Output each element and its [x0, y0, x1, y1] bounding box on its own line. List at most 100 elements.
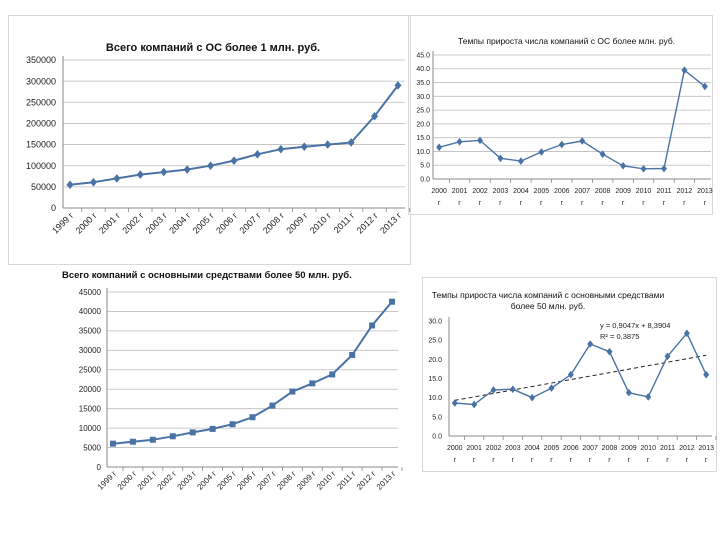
- data-point: [189, 429, 196, 436]
- chart-growth-rate-over-1m: Темпы прироста числа компаний с ОС более…: [408, 15, 713, 215]
- data-point: [640, 165, 647, 173]
- x-tick-label-suffix: г: [647, 457, 650, 464]
- y-tick-label: 0: [97, 463, 102, 472]
- x-tick-label-suffix: г: [520, 200, 523, 207]
- data-point: [606, 347, 613, 356]
- x-tick-label-year: 2009: [615, 188, 631, 195]
- data-point: [456, 138, 463, 146]
- y-tick-label: 40000: [79, 307, 102, 316]
- x-tick-label-suffix: г: [608, 457, 611, 464]
- series-line: [438, 69, 706, 170]
- x-tick-label: 2003 г: [144, 210, 170, 236]
- data-point: [701, 82, 708, 91]
- x-tick-label-year: 2002: [486, 445, 502, 452]
- trendline-equation: y = 0,9047x + 8,3904: [600, 321, 670, 330]
- y-tick-label: 200000: [26, 119, 56, 129]
- y-tick-label: 30.0: [416, 94, 430, 101]
- x-tick-label-suffix: г: [622, 200, 625, 207]
- y-tick-label: 25.0: [428, 338, 442, 345]
- x-tick-label-year: 2006: [554, 188, 570, 195]
- data-point: [309, 380, 316, 387]
- x-tick-label: 2004 г: [167, 210, 193, 236]
- x-tick-label-suffix: г: [642, 200, 645, 207]
- x-tick-label: 2000 г: [116, 469, 139, 492]
- x-tick-label-suffix: г: [686, 457, 689, 464]
- x-tick-label: 2009 г: [295, 469, 318, 492]
- x-tick-label: 2007 г: [238, 210, 264, 236]
- data-point: [324, 140, 332, 149]
- data-point: [599, 150, 606, 158]
- x-tick-label-suffix: г: [458, 200, 461, 207]
- x-tick-label: 2013 г: [378, 210, 404, 236]
- x-tick-label-suffix: г: [589, 457, 592, 464]
- data-point: [389, 298, 396, 305]
- data-point: [497, 154, 504, 163]
- x-tick-label-year: 2001: [466, 445, 482, 452]
- chart-frame: [422, 277, 717, 472]
- data-point: [703, 370, 710, 379]
- x-tick-label-year: 2010: [640, 445, 656, 452]
- x-tick-label: 2000 г: [74, 210, 100, 236]
- y-tick-label: 20.0: [428, 357, 442, 364]
- x-tick-label: 2005 г: [191, 210, 217, 236]
- y-tick-label: 0.0: [432, 433, 442, 440]
- y-tick-label: 150000: [26, 140, 56, 150]
- data-point: [89, 177, 97, 187]
- x-tick-label: 2002 г: [120, 210, 146, 236]
- x-tick-label-year: 2009: [621, 445, 637, 452]
- data-point: [253, 149, 261, 159]
- x-tick-label-year: 2001: [452, 188, 468, 195]
- y-tick-label: 15.0: [416, 135, 430, 142]
- x-tick-label-suffix: г: [683, 200, 686, 207]
- x-tick-label: 2001 г: [136, 469, 159, 492]
- x-tick-label-year: 2005: [544, 445, 560, 452]
- x-tick-label-suffix: г: [570, 457, 573, 464]
- x-tick-label-suffix: г: [438, 200, 441, 207]
- data-point: [579, 137, 586, 145]
- trendline: [454, 354, 707, 401]
- x-tick-label: 1999 г: [96, 469, 119, 492]
- x-tick-label-year: 2013: [698, 445, 714, 452]
- x-tick-label-suffix: г: [550, 457, 553, 464]
- x-tick-label-suffix: г: [560, 200, 563, 207]
- data-point: [109, 440, 116, 447]
- x-tick-label-year: 2011: [656, 188, 671, 195]
- chart-total-companies-over-50m: Всего компаний с основными средствами бо…: [62, 270, 403, 492]
- chart-total-companies-over-1m: Всего компаний с ОС более 1 млн. руб. 0 5…: [8, 15, 411, 265]
- data-point: [587, 340, 594, 348]
- data-point: [349, 352, 356, 358]
- y-tick-label: 5.0: [420, 163, 430, 170]
- chart-frame: [408, 15, 713, 215]
- x-tick-label-year: 2012: [679, 445, 695, 452]
- data-point: [371, 111, 379, 121]
- x-tick-label-suffix: г: [473, 457, 476, 464]
- x-tick-label: 2012 г: [355, 210, 381, 236]
- chart-title: Всего компаний с основными средствами бо…: [62, 270, 352, 281]
- series-line: [69, 84, 399, 186]
- y-tick-label: 25000: [79, 366, 102, 375]
- x-tick-label-year: 2011: [660, 445, 675, 452]
- y-tick-label: 20000: [79, 385, 102, 394]
- data-point: [490, 386, 497, 394]
- x-tick-label-suffix: г: [581, 200, 584, 207]
- y-tick-label: 350000: [26, 55, 56, 65]
- y-tick-label: 10.0: [416, 149, 430, 156]
- x-tick-label: 2010 г: [308, 210, 334, 236]
- data-point: [509, 385, 516, 394]
- x-tick-label: 2002 г: [156, 469, 179, 492]
- x-tick-label: 2012 г: [355, 469, 378, 492]
- x-tick-label-year: 2008: [595, 188, 611, 195]
- x-tick-label-year: 2013: [697, 188, 713, 195]
- data-point: [249, 414, 256, 421]
- x-tick-label: 2007 г: [255, 469, 278, 492]
- x-tick-label-year: 2000: [447, 445, 463, 452]
- y-tick-label: 50000: [31, 182, 56, 192]
- data-point: [289, 388, 296, 395]
- x-tick-label-year: 2002: [472, 188, 488, 195]
- x-tick-label-suffix: г: [499, 200, 502, 207]
- data-point: [369, 322, 376, 329]
- data-point: [567, 370, 574, 379]
- chart-title: Всего компаний с ОС более 1 млн. руб.: [106, 42, 320, 54]
- data-point: [664, 352, 671, 361]
- data-point: [471, 400, 478, 409]
